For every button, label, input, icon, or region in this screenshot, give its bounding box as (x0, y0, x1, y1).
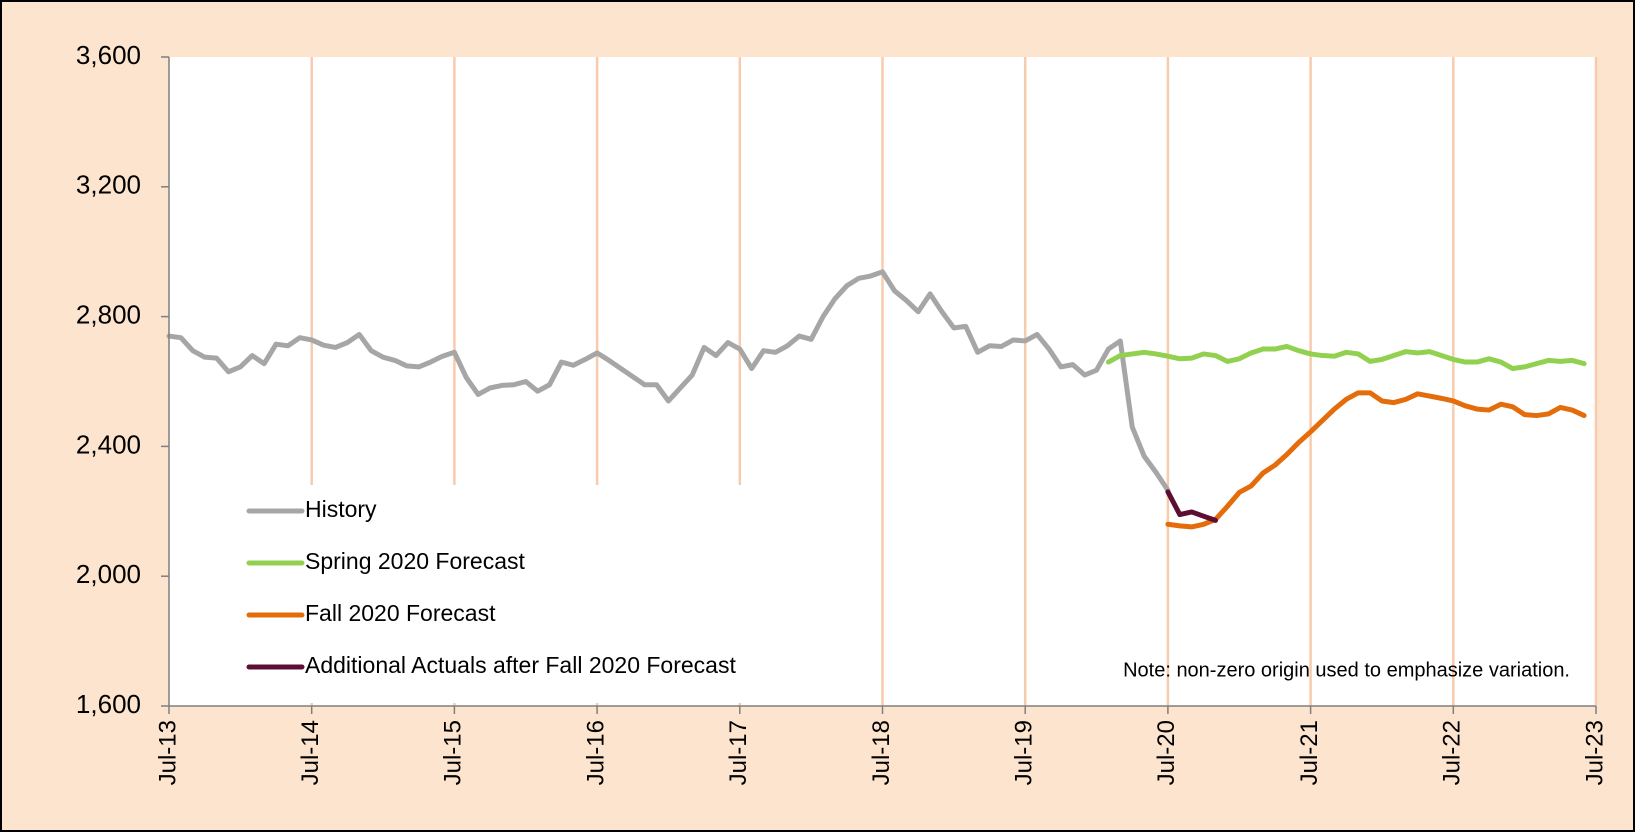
x-tick-label: Jul-15 (440, 720, 467, 785)
note: Note: non-zero origin used to emphasize … (1123, 659, 1570, 681)
x-tick-label: Jul-16 (582, 720, 609, 785)
legend-label: Spring 2020 Forecast (305, 548, 526, 574)
x-tick-label: Jul-20 (1153, 720, 1180, 785)
x-tick-label: Jul-23 (1581, 720, 1608, 785)
axes: 1,600 2,000 2,400 2,800 3,200 3,600 Jul-13 Jul-… (76, 40, 1608, 786)
legend-label: History (305, 496, 377, 522)
x-tick-label: Jul-19 (1011, 720, 1038, 785)
series-line (1165, 390, 1587, 530)
x-tick-label: Jul-14 (297, 720, 324, 785)
x-tick-label: Jul-22 (1439, 720, 1466, 785)
lines (166, 269, 1587, 530)
series-line (166, 269, 1171, 493)
x-tick-label: Jul-13 (154, 720, 181, 785)
x-tick-label: Jul-17 (725, 720, 752, 785)
legend-box (198, 485, 866, 703)
series-line (1165, 489, 1218, 523)
legend-label: Fall 2020 Forecast (305, 600, 496, 626)
legend-label: Additional Actuals after Fall 2020 Forec… (305, 652, 736, 678)
y-tick-label: 2,800 (76, 299, 141, 329)
x-tick-label: Jul-21 (1296, 720, 1323, 785)
y-tick-label: 1,600 (76, 689, 141, 719)
y-tick-label: 2,000 (76, 559, 141, 589)
series-line (1105, 343, 1587, 372)
y-tick-label: 3,600 (76, 40, 141, 70)
legend: History Spring 2020 Forecast Fall 2020 For… (246, 496, 736, 678)
y-tick-label: 3,200 (76, 170, 141, 200)
y-tick-label: 2,400 (76, 429, 141, 459)
x-tick-label: Jul-18 (868, 720, 895, 785)
